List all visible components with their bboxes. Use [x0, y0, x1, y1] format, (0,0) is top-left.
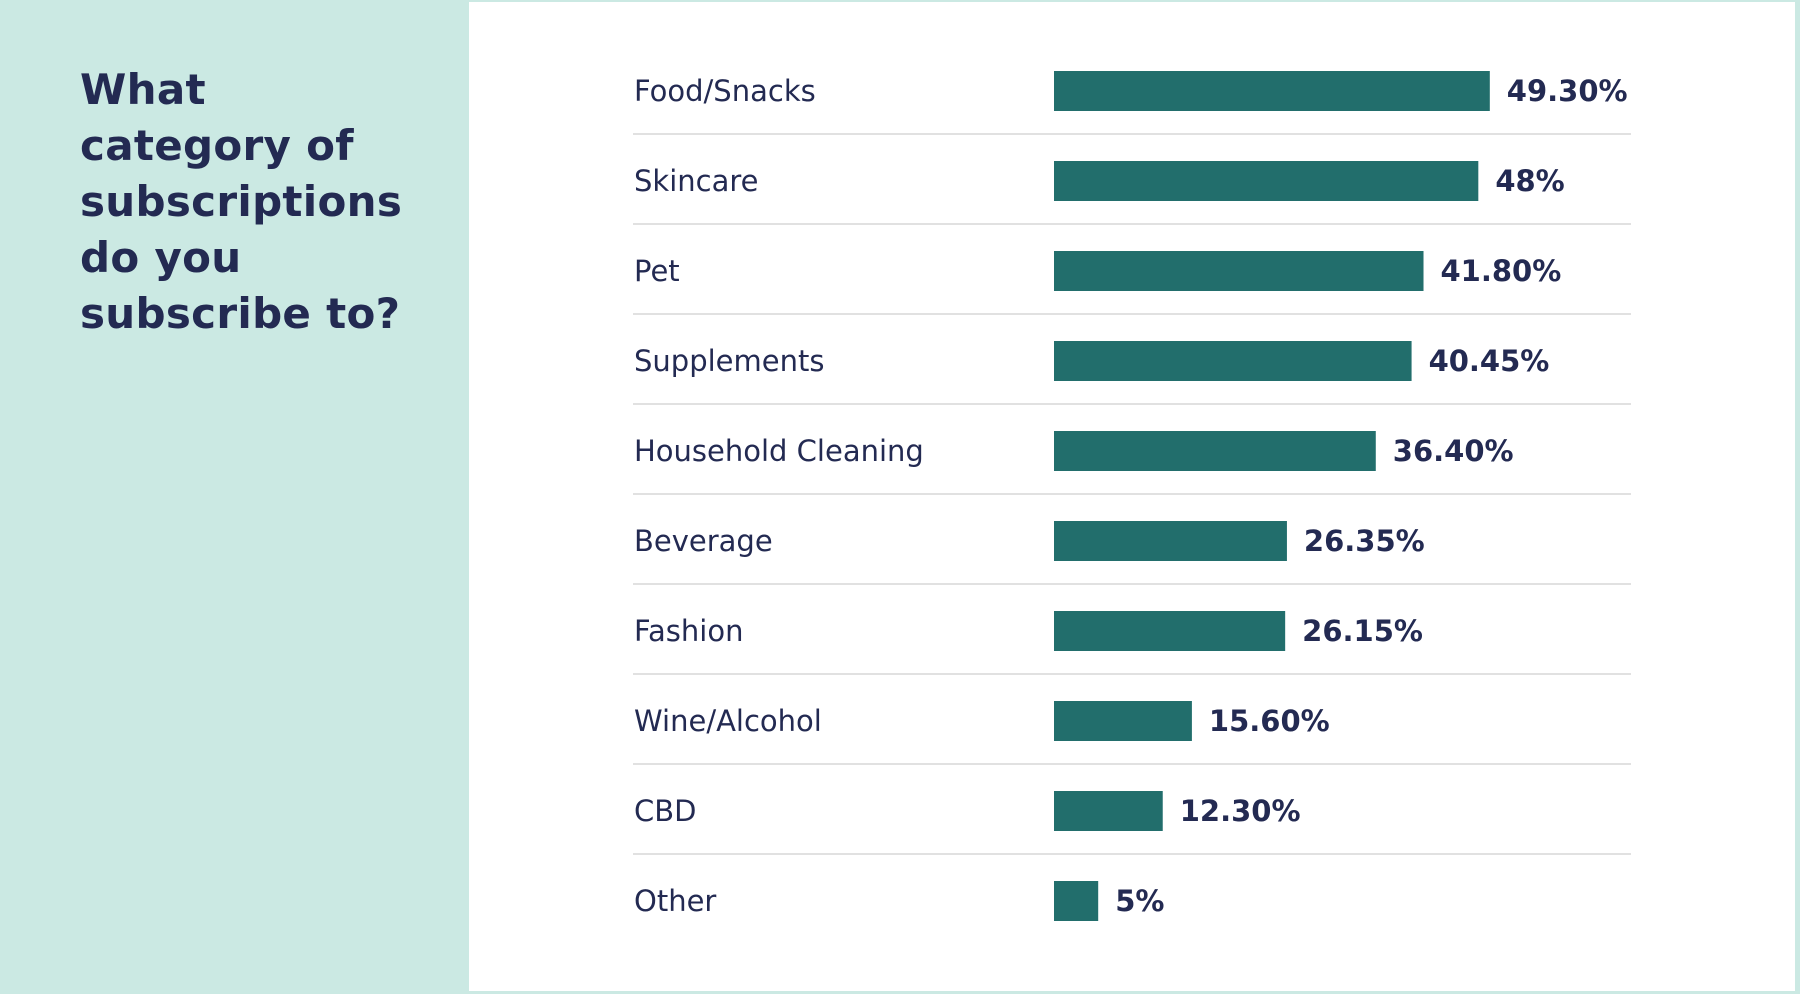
category-label: Wine/Alcohol — [634, 704, 822, 738]
category-label: Pet — [634, 254, 680, 288]
bar-row-skincare: Skincare 48% — [634, 161, 1565, 201]
value-label: 5% — [1115, 884, 1164, 918]
category-label: Beverage — [634, 524, 773, 558]
bar — [1054, 251, 1424, 291]
value-label: 12.30% — [1180, 794, 1301, 828]
bar — [1054, 341, 1412, 381]
bar-row-household-cleaning: Household Cleaning 36.40% — [634, 431, 1514, 471]
bar — [1054, 701, 1192, 741]
value-label: 26.35% — [1304, 524, 1425, 558]
value-label: 49.30% — [1507, 74, 1628, 108]
bar-row-pet: Pet 41.80% — [634, 251, 1561, 291]
bar — [1054, 791, 1163, 831]
bar — [1054, 881, 1099, 921]
value-label: 41.80% — [1441, 254, 1562, 288]
value-label: 26.15% — [1302, 614, 1423, 648]
bar-row-cbd: CBD 12.30% — [634, 791, 1301, 831]
value-label: 36.40% — [1393, 434, 1514, 468]
chart-title: What category of subscriptions do you su… — [80, 65, 403, 338]
bar-row-other: Other 5% — [634, 881, 1164, 921]
bar — [1054, 161, 1479, 201]
value-label: 15.60% — [1209, 704, 1330, 738]
category-label: Skincare — [634, 164, 758, 198]
category-label: Other — [634, 884, 716, 918]
bar-row-fashion: Fashion 26.15% — [634, 611, 1423, 651]
bar — [1054, 611, 1286, 651]
bar-row-beverage: Beverage 26.35% — [634, 521, 1425, 561]
category-label: Food/Snacks — [634, 74, 816, 108]
category-label: Fashion — [634, 614, 743, 648]
bar — [1054, 521, 1287, 561]
bar-row-supplements: Supplements 40.45% — [634, 341, 1549, 381]
value-label: 48% — [1495, 164, 1564, 198]
bar — [1054, 71, 1490, 111]
question-panel: What category of subscriptions do you su… — [0, 0, 468, 994]
category-label: Household Cleaning — [634, 434, 924, 468]
bar — [1054, 431, 1376, 471]
bar-row-food-snacks: Food/Snacks 49.30% — [634, 71, 1628, 111]
value-label: 40.45% — [1429, 344, 1550, 378]
category-label: Supplements — [634, 344, 824, 378]
bar-chart: Food/Snacks 49.30% Skincare 48% Pet 41.80% Sup… — [633, 71, 1631, 921]
chart-panel: Food/Snacks 49.30% Skincare 48% Pet 41.80% Sup… — [469, 2, 1795, 991]
bar-row-wine-alcohol: Wine/Alcohol 15.60% — [634, 701, 1330, 741]
category-label: CBD — [634, 794, 696, 828]
